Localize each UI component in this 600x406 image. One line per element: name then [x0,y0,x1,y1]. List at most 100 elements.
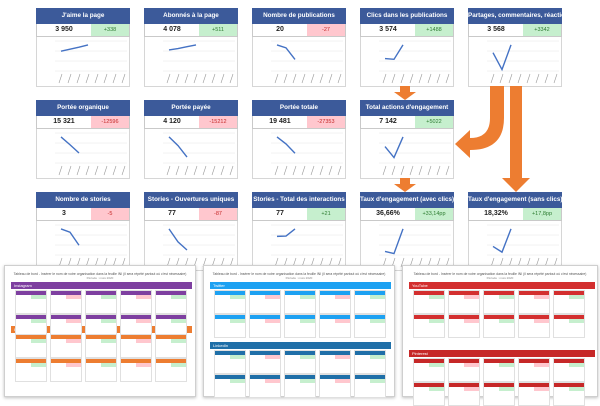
thumbnail-subtitle: Période : mois 2020 [486,276,514,280]
x-tick [400,165,405,176]
sparkline [168,228,188,251]
arrow-down-icon [502,86,530,192]
x-tick [202,165,207,176]
kpi-card: Portée totale 19 481 -27353 [252,100,346,179]
kpi-delta: +3342 [523,24,561,36]
arrow-down-icon [394,86,416,100]
x-tick [517,73,522,84]
kpi-value: 4 120 [163,118,181,125]
mini-kpi-card [448,382,480,406]
thumbnail-title: Tableau de bord - Insérer le nom de votr… [212,272,386,276]
x-tick [67,165,72,176]
kpi-card: Nombre de stories 3 -5 [36,192,130,271]
thumbnail-subtitle: Période : mois 2020 [86,276,114,280]
sparkline-chart [252,37,346,87]
sparkline [492,228,512,254]
x-tick [436,165,441,176]
sparkline-chart [468,221,562,271]
sparkline-chart [36,129,130,179]
x-tick [292,73,297,84]
mini-kpi-card [15,334,47,358]
x-tick [211,73,216,84]
mini-kpi-card [319,374,351,398]
x-tick [319,165,324,176]
thumbnail-section: Instagram [11,282,192,289]
mini-kpi-card [249,350,281,374]
sparkline [276,228,296,238]
mini-kpi-card [120,334,152,358]
kpi-value: 36,66% [376,210,400,217]
mini-kpi-card [15,358,47,382]
mini-kpi-card [120,358,152,382]
sparkline-chart [144,129,238,179]
mini-kpi-card [553,290,585,314]
kpi-card: Taux d'engagement (sans clics) 18,32% +17… [468,192,562,271]
kpi-card: Taux d'engagement (avec clics) 36,66% +33… [360,192,454,271]
x-tick [445,73,450,84]
x-tick [76,165,81,176]
flow-arrows [394,86,530,192]
x-tick [274,165,279,176]
kpi-delta: -87 [199,208,237,220]
kpi-delta: -15212 [199,116,237,128]
kpi-title: Portée totale [252,100,346,116]
kpi-value: 3 574 [379,26,397,33]
kpi-delta: +33,14pp [415,208,453,220]
kpi-delta: +511 [199,24,237,36]
kpi-card: Stories - Ouvertures uniques 77 -87 [144,192,238,271]
mini-kpi-card [50,334,82,358]
x-tick [427,73,432,84]
mini-kpi-card [214,374,246,398]
mini-kpi-card [50,358,82,382]
x-tick [382,165,387,176]
arrow-down-icon [394,178,416,192]
mini-kpi-card [155,290,187,314]
mini-kpi-card [413,290,445,314]
kpi-card: Abonnés à la page 4 078 +511 [144,8,238,87]
x-tick [121,165,126,176]
x-tick [436,73,441,84]
mini-kpi-card [354,290,386,314]
kpi-value: 15 321 [53,118,75,125]
sparkline [60,44,89,52]
x-tick [211,165,216,176]
x-tick [445,165,450,176]
x-tick [382,73,387,84]
kpi-value: 19 481 [269,118,291,125]
mini-kpi-card [214,290,246,314]
kpi-delta: -27 [307,24,345,36]
x-tick [400,73,405,84]
sparkline [384,228,404,255]
x-tick [58,73,63,84]
sparkline [384,44,404,61]
mini-kpi-card [448,314,480,338]
mini-kpi-card [553,314,585,338]
x-tick [310,73,315,84]
x-tick [220,165,225,176]
sparkline [492,44,512,72]
mini-kpi-card [448,358,480,382]
x-tick [490,73,495,84]
x-tick [121,73,126,84]
x-tick [409,165,414,176]
kpi-delta: +21 [307,208,345,220]
mini-kpi-card [518,290,550,314]
kpi-title: Portée payée [144,100,238,116]
sparkline [384,136,404,159]
mini-kpi-card [15,290,47,314]
x-tick [418,73,423,84]
mini-kpi-card [518,314,550,338]
mini-kpi-card [553,358,585,382]
kpi-card: Portée organique 15 321 -12596 [36,100,130,179]
kpi-card: Clics dans les publications 3 574 +1488 [360,8,454,87]
mini-kpi-card [249,374,281,398]
thumbnail-title: Tableau de bord - Insérer le nom de votr… [13,272,187,276]
sparkline-chart [144,37,238,87]
mini-kpi-card [483,358,515,382]
kpi-delta: +338 [91,24,129,36]
mini-kpi-card [413,314,445,338]
x-tick [499,73,504,84]
x-tick [202,73,207,84]
mini-kpi-card [284,290,316,314]
mini-kpi-card [413,358,445,382]
